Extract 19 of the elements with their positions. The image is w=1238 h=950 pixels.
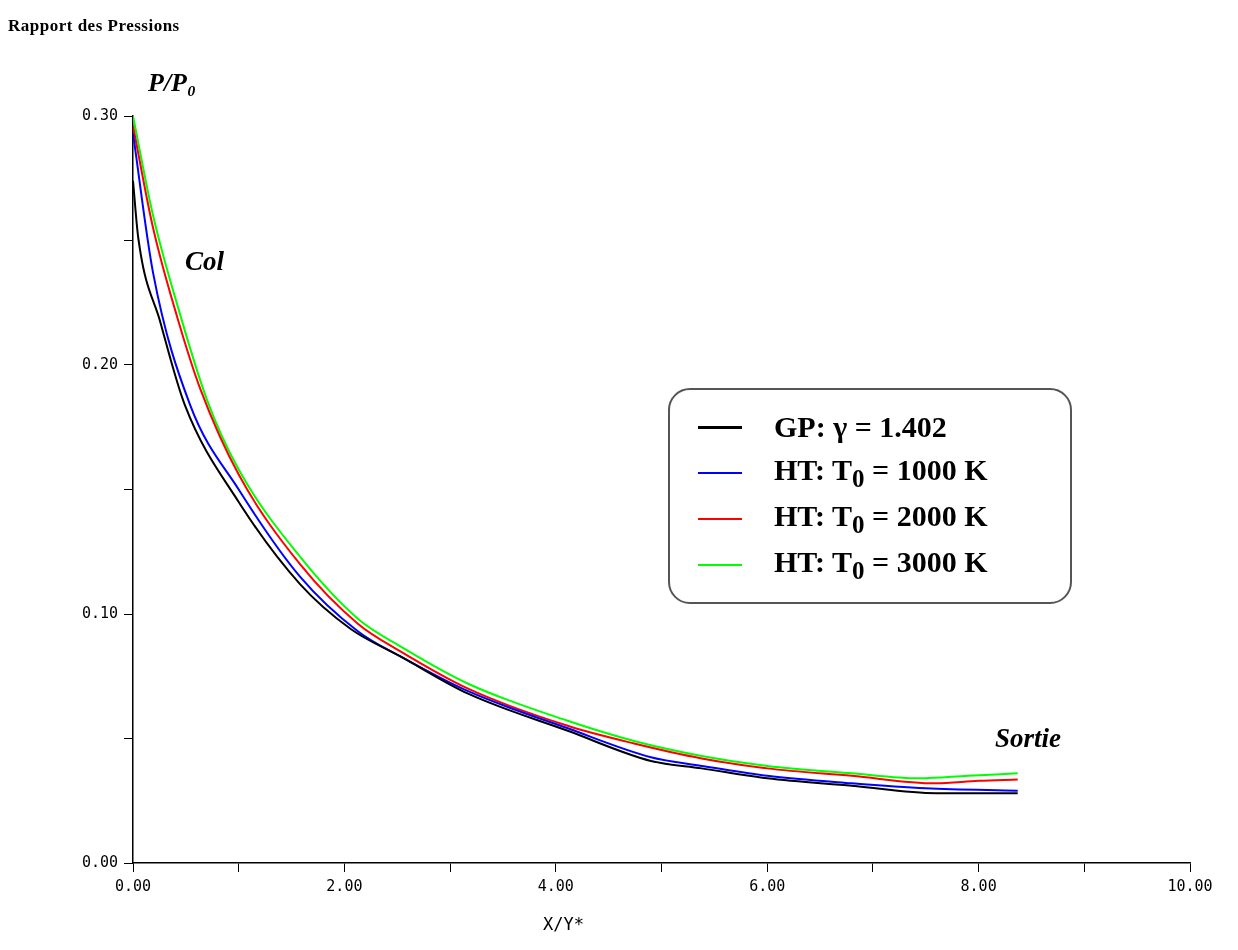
y-tick-label: 0.30 bbox=[81, 105, 118, 124]
y-tick-label: 0.10 bbox=[81, 603, 118, 622]
y-axis-title: P/P₀ bbox=[148, 68, 197, 98]
annotation: Sortie bbox=[995, 723, 1062, 754]
legend-label: HT: T$_{0}$ = 1000 K bbox=[774, 453, 988, 493]
x-tick-label: 2.00 bbox=[326, 876, 363, 895]
chart-title: Rapport des Pressions bbox=[8, 16, 180, 36]
x-tick-label: 10.00 bbox=[1167, 876, 1213, 895]
legend-label: GP: γ = 1.402 bbox=[774, 410, 947, 444]
x-tick-label: 8.00 bbox=[960, 876, 997, 895]
legend-label: HT: T$_{0}$ = 2000 K bbox=[774, 499, 988, 539]
y-tick-label: 0.00 bbox=[81, 852, 118, 871]
legend-label: HT: T$_{0}$ = 3000 K bbox=[774, 545, 988, 585]
x-axis-title: X/Y* bbox=[543, 914, 584, 934]
annotation: Col bbox=[185, 246, 225, 277]
y-tick-label: 0.20 bbox=[81, 354, 118, 373]
x-tick-label: 0.00 bbox=[114, 876, 152, 895]
x-tick-label: 4.00 bbox=[537, 876, 574, 895]
x-tick-label: 6.00 bbox=[749, 876, 786, 895]
